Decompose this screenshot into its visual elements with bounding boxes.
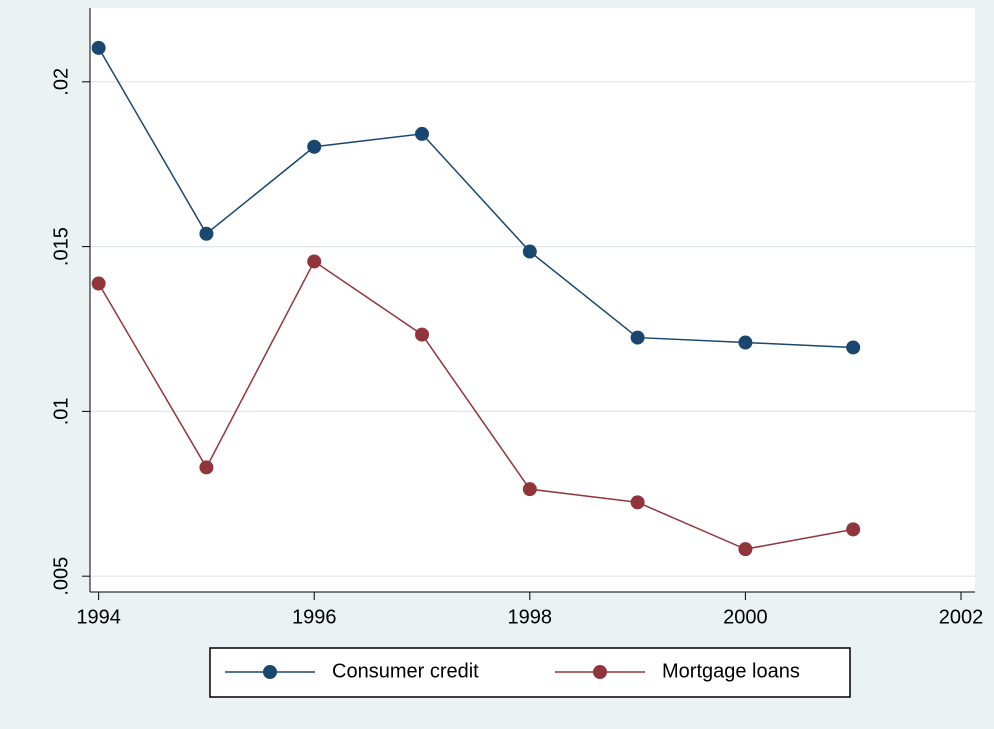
series-line [97,260,854,550]
data-point [738,542,753,557]
data-point [846,340,861,355]
data-point [630,330,645,345]
x-tick-label: 2000 [723,606,768,628]
data-point [846,522,861,537]
data-point [738,335,753,350]
data-point [307,254,322,269]
data-point [630,495,645,510]
data-point [91,276,106,291]
y-tick-label: .005 [50,557,72,596]
data-point [91,40,106,55]
y-tick-label: .01 [50,397,72,425]
legend-label: Consumer credit [332,660,479,682]
x-tick-label: 2002 [939,606,984,628]
data-point [415,327,430,342]
data-point [415,126,430,141]
legend-box [209,647,851,698]
data-point [307,139,322,154]
data-point [522,482,537,497]
x-tick-label: 1994 [76,606,121,628]
legend-marker [593,665,607,679]
x-tick-label: 1998 [508,606,553,628]
plot-area [90,8,975,592]
series-line [97,47,854,349]
data-point [522,244,537,259]
legend-marker [263,665,277,679]
x-tick-label: 1996 [292,606,337,628]
data-point [199,460,214,475]
legend-label: Mortgage loans [662,660,800,682]
data-point [199,226,214,241]
y-tick-label: .015 [50,227,72,266]
y-tick-label: .02 [50,68,72,96]
